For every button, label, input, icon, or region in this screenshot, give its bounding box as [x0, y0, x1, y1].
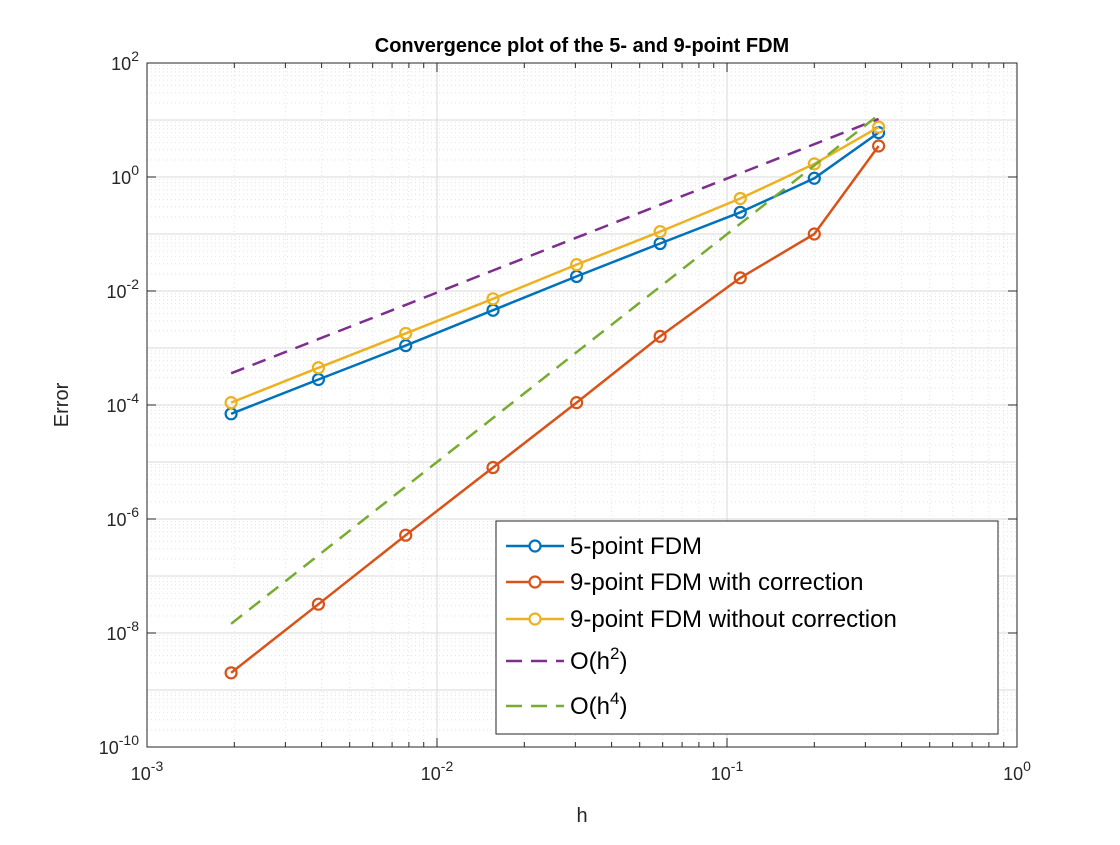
series-3-point: [733, 191, 747, 206]
grid: [146, 62, 1018, 748]
legend-marker-2: [528, 575, 542, 589]
chart-title: Convergence plot of the 5- and 9-point F…: [375, 35, 789, 57]
y-tick-label: 10-8: [107, 618, 140, 644]
series-2-point: [733, 271, 747, 285]
series-2-point: [570, 396, 584, 410]
series-1-point: [807, 171, 821, 185]
series-line-5: [230, 113, 880, 625]
y-axis-label: Error: [51, 382, 73, 427]
x-tick-label: 100: [1003, 758, 1031, 784]
series-line-4: [230, 117, 880, 375]
series-2-point: [311, 597, 326, 611]
series-2-point: [653, 329, 667, 343]
legend-box: [495, 520, 999, 735]
x-tick-label: 10-3: [131, 758, 164, 784]
series-3-point: [399, 326, 413, 341]
series-2-point: [807, 227, 821, 241]
legend-label-1: 5-point FDM: [570, 533, 702, 560]
series-3-point: [807, 157, 821, 171]
series-3-point: [872, 120, 886, 134]
legend-marker-1: [528, 539, 542, 553]
y-tick-label: 10-6: [107, 504, 140, 530]
y-tick-label: 100: [111, 162, 139, 188]
legend-marker-3: [528, 612, 542, 626]
x-tick-label: 10-2: [421, 758, 454, 784]
y-tick-label: 10-2: [107, 276, 140, 302]
ticks-layer: 10-3 10-2 10-1 100 10-10 10-8 10-6 10-4 10-2 100 1…: [99, 48, 1031, 784]
series-3-point: [653, 225, 667, 239]
legend-label-4: O(h2): [570, 644, 627, 675]
series-1-point: [399, 339, 413, 353]
series-2-point: [399, 528, 413, 542]
legend: 5-point FDM 9-point FDM with correction 9-…: [495, 520, 999, 735]
series-3-point: [486, 292, 500, 306]
x-axis-label: h: [576, 805, 587, 827]
x-tick-label: 10-1: [711, 758, 744, 784]
series-2-point: [486, 460, 500, 475]
series-3-point: [570, 258, 584, 272]
legend-label-2: 9-point FDM with correction: [570, 569, 863, 596]
series-line-1: [230, 131, 880, 415]
y-tick-label: 102: [111, 48, 139, 74]
series-layer: [224, 113, 886, 680]
y-tick-label: 10-10: [99, 732, 139, 758]
series-3-point: [311, 361, 326, 375]
legend-label-5: O(h4): [570, 689, 627, 720]
series-line-2: [230, 145, 880, 674]
series-line-3: [230, 126, 880, 404]
y-tick-label: 10-4: [107, 390, 140, 416]
series-1-point: [733, 205, 747, 219]
series-3-point: [224, 396, 238, 410]
series-2-point: [872, 139, 886, 153]
legend-label-3: 9-point FDM without correction: [570, 606, 897, 633]
series-2-point: [224, 666, 238, 680]
